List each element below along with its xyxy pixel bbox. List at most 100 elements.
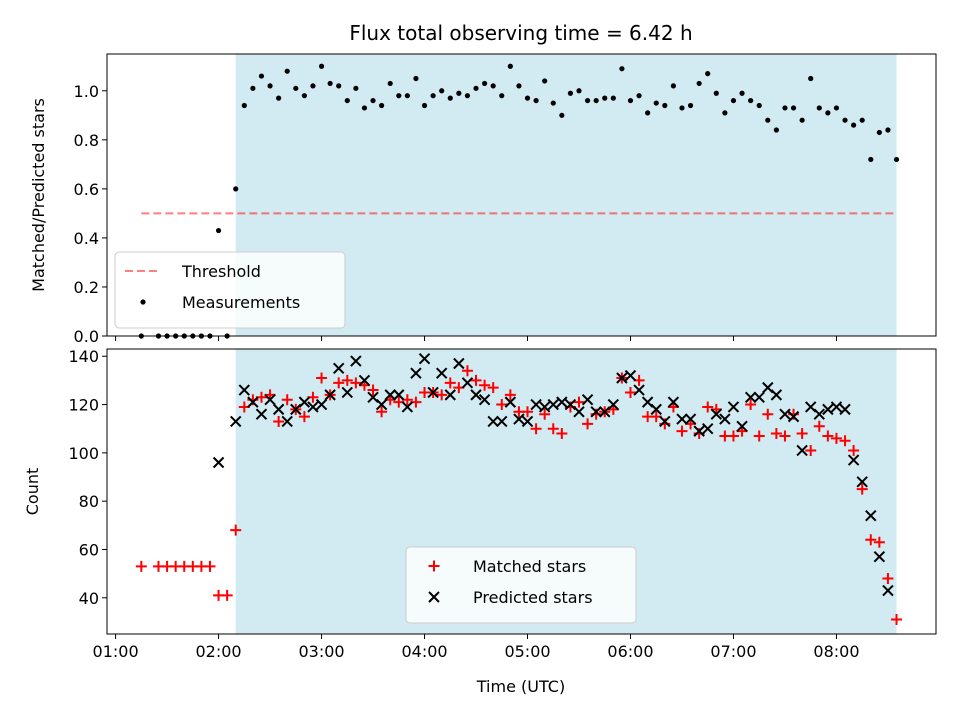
matched-star-point [830,432,842,444]
measurement-point [542,78,548,84]
legend-label: Measurements [182,293,300,312]
y-tick-label: 1.0 [74,82,99,101]
measurement-point [301,93,307,99]
measurement-point [790,105,797,111]
predicted-star-point [298,396,311,408]
predicted-star-point [478,394,491,406]
predicted-star-point [530,398,542,411]
predicted-star-point [393,389,405,401]
matched-star-point [882,572,894,584]
measurement-point [318,63,325,69]
matched-star-point [624,386,636,398]
predicted-star-point [624,369,637,382]
predicted-star-point [856,476,868,488]
predicted-star-point [607,398,620,411]
matched-star-point [470,374,482,386]
predicted-star-point [547,398,559,411]
predicted-star-point [753,391,765,404]
x-tick-label: 08:00 [813,642,859,661]
predicted-star-point [847,454,860,466]
predicted-star-point [307,401,319,413]
measurement-point [233,186,239,192]
matched-star-point [522,406,534,418]
y-tick-label: 0.0 [74,327,99,346]
measurement-point [636,93,642,99]
legend-marker-measurements [140,299,146,305]
predicted-star-point [710,408,723,420]
measurement-point [610,95,616,101]
predicted-star-point [461,377,474,389]
predicted-star-point [350,355,362,367]
measurement-point [413,75,419,82]
axes-frame [106,53,937,337]
measurement-point [404,93,410,99]
matched-star-point [822,430,834,442]
ratio-panel: 0.0 0.2 0.4 0.6 0.8 1.0 Matched/Predicted star… [29,53,937,346]
measurement-point [696,80,702,87]
predicted-star-point [453,357,465,370]
matched-star-point [753,430,765,442]
measurement-point [851,122,857,128]
predicted-star-point [659,415,671,428]
measurement-point [456,90,462,96]
legend-marker-matched [428,560,440,572]
predicted-star-point [573,406,585,418]
predicted-star-point [230,415,242,428]
predicted-star-point [676,413,688,425]
matched-star-point [230,524,242,536]
matched-star-point [496,399,508,411]
predicted-star-point [470,389,482,401]
y-tick-label: 0.6 [74,180,99,199]
measurement-point [705,71,711,77]
predicted-star-point [496,415,508,428]
matched-star-point [848,444,860,456]
predicted-star-point [315,398,328,411]
predicted-star-point [633,384,645,396]
measurement-point [645,110,651,116]
predicted-star-point [882,584,894,597]
measurement-point [421,102,428,109]
matched-star-point [504,389,516,401]
measurement-point [293,85,299,91]
predicted-star-point [693,425,705,437]
matched-star-point [273,415,285,427]
predicted-star-point [427,386,439,399]
legend-box [405,546,637,624]
matched-star-point [556,428,568,440]
y-tick-label: 100 [68,444,99,463]
predicted-star-point [504,396,517,408]
chart-title: Flux total observing time = 6.42 h [349,21,692,45]
measurement-point [370,97,376,104]
measurement-point [687,102,694,109]
matched-star-point [341,374,353,386]
matched-star-point [727,430,739,442]
measurement-point [679,105,685,111]
measurement-point [387,80,393,87]
measurement-point [799,117,805,123]
predicted-star-point [796,444,808,457]
measurement-point [344,97,350,104]
y-tick-label: 40 [79,589,99,608]
matched-star-point [813,420,825,432]
y-axis-label: Matched/Predicted stars [29,98,48,292]
predicted-star-point [830,401,843,413]
predicted-star-point [590,406,602,418]
matched-star-point [745,399,757,411]
matched-star-point [796,428,808,440]
matched-star-point [479,379,491,391]
predicted-star-point [513,413,525,425]
predicted-star-point [247,396,259,408]
measurement-point [516,83,522,89]
measurement-point [782,105,788,111]
measurement-point [507,63,513,69]
measurement-point [602,95,608,101]
measurement-point [439,88,445,94]
predicted-star-point [238,384,251,396]
measurement-point [473,85,479,91]
matched-star-point [367,384,379,396]
predicted-star-point [264,394,276,406]
measurement-point [765,117,771,123]
predicted-star-point [770,389,783,401]
measurement-point [653,100,659,106]
